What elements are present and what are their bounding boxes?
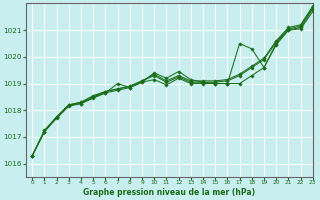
X-axis label: Graphe pression niveau de la mer (hPa): Graphe pression niveau de la mer (hPa) [84, 188, 256, 197]
